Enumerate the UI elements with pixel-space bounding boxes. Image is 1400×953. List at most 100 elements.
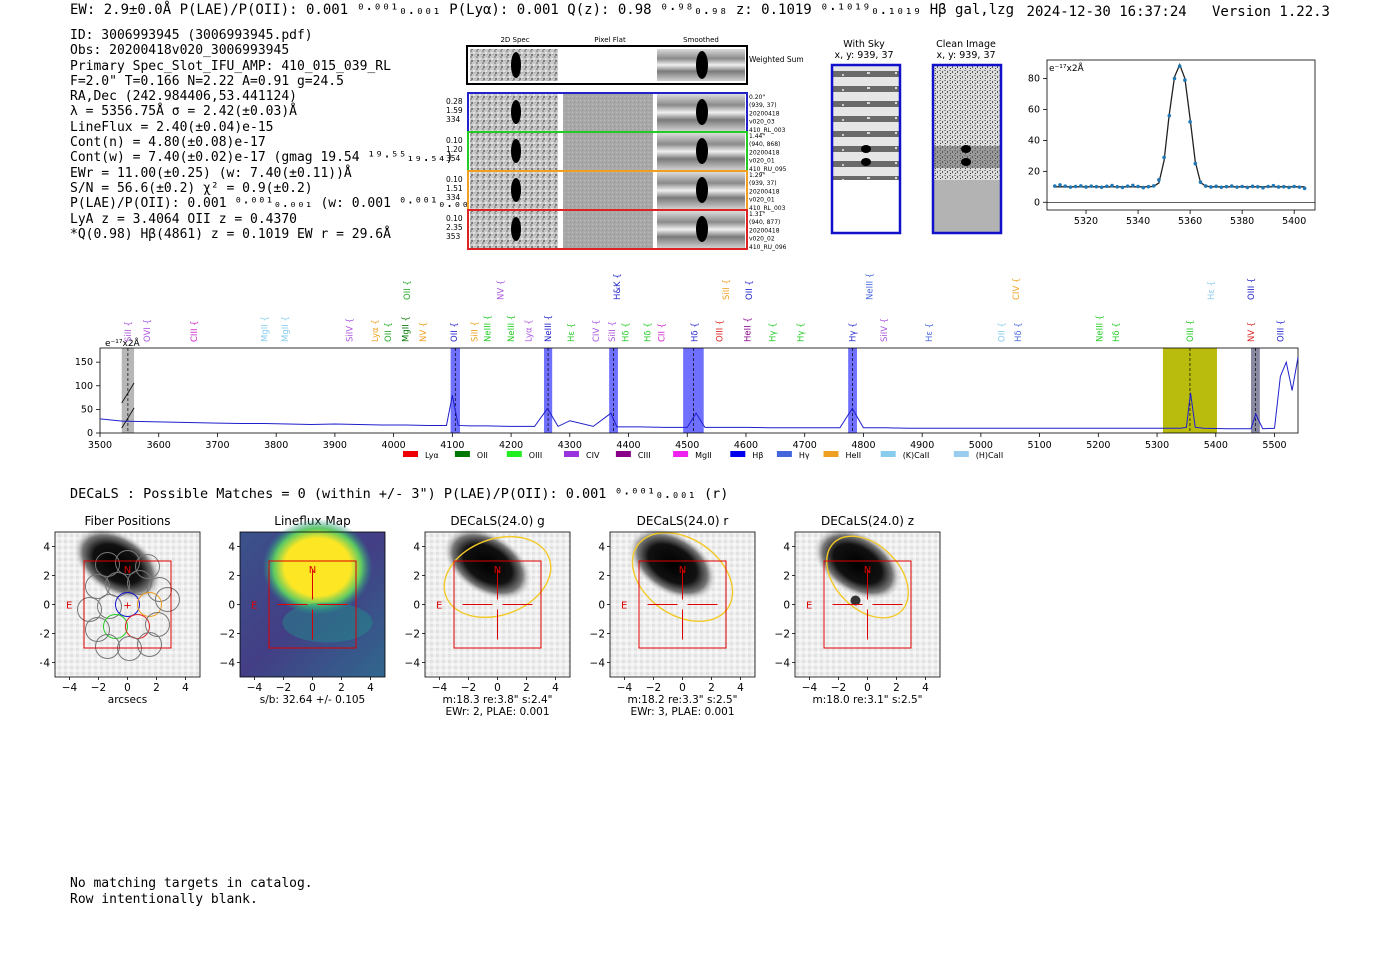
x-tick-label: −4 [802, 682, 818, 694]
data-point [1188, 120, 1192, 124]
x-tick-label: −2 [461, 682, 476, 694]
x-tick-label: −4 [247, 682, 263, 694]
upper-marker-label: Hε { [1207, 281, 1217, 300]
info-cont-n: Cont(n) = 4.80(±0.08)e-17 [70, 135, 266, 151]
line-fit-marks [1053, 62, 1307, 191]
line-fit-chart: e⁻¹⁷x2Å 5320 5340 5360 5380 5400 0 20 40 60 80 [1028, 59, 1316, 227]
data-point [1120, 185, 1125, 190]
x-tick-label: 3500 [88, 440, 112, 451]
line-marker-label: OIII { [716, 320, 726, 342]
data-point [1229, 184, 1234, 188]
fiber-meta: v020_03 [749, 119, 775, 126]
line-marker-label: NeIII { [544, 315, 554, 342]
fiber-circle [145, 612, 170, 637]
legend-label: (K)CaII [903, 451, 930, 460]
fiber-pixelflat [563, 94, 653, 131]
x-tick-label: −2 [276, 682, 291, 694]
legend-label: OIII [529, 451, 542, 460]
aperture-ellipse [631, 531, 734, 623]
data-point [1287, 185, 1291, 190]
data-point [1240, 184, 1244, 189]
data-point [1271, 183, 1276, 188]
legend-swatch [880, 451, 896, 457]
line-marker-label: Hγ { [797, 322, 807, 342]
detection-info-block: ID: 3006993945 (3006993945.pdf) Obs: 202… [70, 28, 485, 242]
upper-marker-label: SiII { [722, 279, 732, 300]
x-tick-label: 4900 [910, 440, 934, 451]
data-point [1292, 184, 1296, 189]
data-point [1198, 180, 1203, 184]
x-tick-label: 2 [153, 682, 160, 694]
search-box [638, 560, 727, 649]
info-lambda: λ = 5356.75Å σ = 2.42(±0.03)Å [70, 104, 297, 120]
data-point [1250, 184, 1255, 189]
y-tick-label: −4 [220, 658, 236, 670]
line-marker-label: OIII { [1276, 320, 1286, 342]
x-tick-label: 5100 [1028, 440, 1052, 451]
line-marker-label: MgII { [260, 316, 270, 342]
data-point [1068, 185, 1073, 189]
timestamp: 2024-12-30 16:37:24 [1026, 4, 1187, 20]
spectrum-legend: Lyα OII OIII CIV CIII MgII Hβ Hγ HeII (K)CaII (H)C… [403, 451, 1003, 460]
panel-caption: arcsecs [108, 694, 147, 706]
x-tick-label: 3800 [264, 440, 288, 451]
fiber-circle [77, 597, 102, 622]
line-marker-label: HeII { [744, 317, 754, 342]
fiber-stat: 1.20 [446, 145, 463, 154]
fiber-frame [467, 209, 748, 250]
fiber-circle [115, 550, 140, 575]
fiber-meta: 410_RU_096 [749, 244, 787, 251]
line-fit-ylabel: e⁻¹⁷x2Å [1049, 62, 1085, 74]
x-tick-label: 2 [893, 682, 900, 694]
x-tick-label: 0 [309, 682, 316, 694]
x-tick-label: −4 [62, 682, 78, 694]
sky-images-panel: With Sky x, y: 939, 37 Clean Image x, y:… [830, 39, 1003, 235]
fiber-stat: 354 [446, 154, 461, 163]
fiber-meta: 1.29" [749, 172, 765, 179]
panel-title: DECaLS(24.0) g [450, 514, 544, 528]
x-tick-label: 4200 [499, 440, 523, 451]
x-tick-label: 5300 [1145, 440, 1169, 451]
legend-label: Lyα [425, 451, 439, 460]
x-tick-label: 5360 [1178, 216, 1202, 227]
y-tick-label: 2 [228, 571, 235, 583]
legend-label: OII [477, 451, 488, 460]
summary-header: EW: 2.9±0.0Å P(LAE)/P(OII): 0.001 ⁰·⁰⁰¹₀… [70, 2, 1015, 18]
legend-swatch [506, 451, 522, 457]
fiber-circle [115, 592, 140, 617]
line-fit-axes [1046, 59, 1316, 211]
data-point [1063, 184, 1068, 188]
decals-panel: Fiber Positions + N E −4 −4 −2 −2 0 0 2 2 4 4 arcsecs [40, 514, 201, 706]
info-id: ID: 3006993945 (3006993945.pdf) [70, 28, 313, 43]
fiber-meta: v020_01 [749, 158, 775, 165]
upper-marker-label: NeIII { [865, 273, 875, 300]
fiber-meta: 20200418 [749, 188, 780, 195]
data-point [1297, 185, 1302, 189]
line-marker-label: NeIII { [1096, 315, 1106, 342]
x-tick-label: 5380 [1230, 216, 1254, 227]
x-tick-label: 4 [367, 682, 374, 694]
panel-caption: m:18.3 re:3.8" s:2.4" [443, 694, 553, 706]
y-tick-label: 0 [413, 600, 420, 612]
center-cross: + [123, 601, 131, 612]
col-title-2dspec: 2D Spec [500, 36, 529, 44]
upper-marker-label: OII { [403, 280, 413, 300]
y-tick-label: −4 [590, 658, 606, 670]
y-tick-label: −4 [775, 658, 791, 670]
y-tick-label: −2 [220, 629, 235, 641]
spectrum-highlight-bands [121, 348, 1260, 433]
data-point [1105, 184, 1109, 189]
search-box [83, 560, 172, 649]
band-hatch [121, 407, 135, 429]
y-tick-label: 4 [228, 542, 235, 554]
fiber-meta: 20200418 [749, 227, 780, 234]
fiber-stat: 353 [446, 232, 461, 241]
fiber-circle [137, 632, 162, 657]
line-marker-label: SiII { [471, 321, 481, 342]
y-tick-label: 0 [1034, 197, 1040, 208]
with-sky-image [830, 63, 902, 235]
search-box [453, 560, 542, 649]
data-point [1172, 76, 1177, 81]
